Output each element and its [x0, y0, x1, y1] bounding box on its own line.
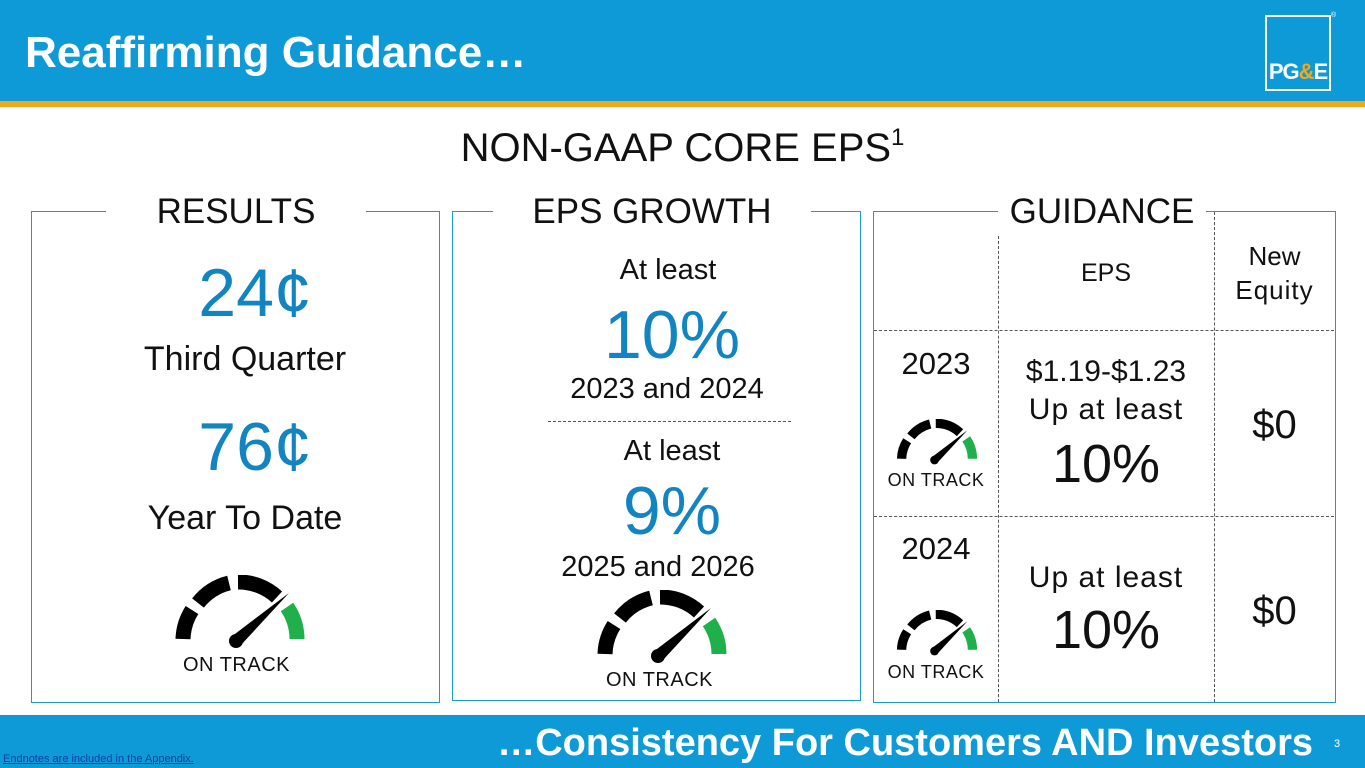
eps-growth-first-prefix: At least: [619, 254, 717, 286]
gauge-arc-left: [175, 605, 199, 640]
footer-bar: [0, 715, 1365, 768]
results-panel: RESULTS 24¢ Third Quarter 76¢ Year To Da…: [31, 192, 440, 703]
gauge-arc-upper-right: [935, 419, 964, 437]
gauge-arc-upper-left: [907, 610, 932, 631]
gauge-arc-green: [280, 602, 305, 640]
guidance-equity-column-header-line2: Equity: [1235, 275, 1314, 305]
pge-logo: PG&E: [1265, 15, 1331, 91]
footer-tagline: …Consistency For Customers AND Investors: [497, 722, 1313, 764]
guidance-row-2024-gauge-icon: [896, 610, 978, 656]
eps-growth-second-value: 9%: [622, 473, 722, 549]
gauge-arc-upper-right: [237, 575, 283, 603]
gauge-hub: [651, 649, 665, 663]
gauge-needle: [931, 430, 968, 463]
gauge-arc-left: [896, 438, 912, 460]
ytd-label: Year To Date: [147, 499, 343, 537]
eps-growth-second-period: 2025 and 2026: [561, 551, 755, 583]
guidance-panel-label: GUIDANCE: [998, 192, 1206, 232]
gauge-arc-upper-left: [614, 590, 654, 623]
gauge-arc-upper-right: [935, 610, 964, 628]
gauge-needle: [231, 593, 289, 645]
guidance-row-divider-1: [874, 330, 1334, 331]
eps-growth-divider: [548, 421, 791, 422]
gauge-arc-upper-left: [192, 575, 232, 608]
guidance-row-divider-2: [874, 516, 1334, 517]
eps-growth-status-label: ON TRACK: [606, 669, 713, 691]
guidance-eps-column-header: EPS: [1080, 259, 1132, 287]
guidance-row-2024-status: ON TRACK: [887, 662, 985, 682]
guidance-row-2024-equity: $0: [1252, 589, 1297, 633]
endnotes-link[interactable]: Endnotes are included in the Appendix.: [3, 753, 194, 765]
gauge-arc-green: [962, 436, 978, 460]
gauge-hub: [930, 455, 939, 465]
eps-growth-gauge-icon: [597, 590, 727, 663]
header-bar: [0, 0, 1365, 101]
results-panel-label: RESULTS: [106, 192, 366, 232]
slide-title: Reaffirming Guidance…: [25, 28, 527, 77]
third-quarter-label: Third Quarter: [143, 340, 347, 378]
eps-growth-first-value: 10%: [603, 297, 741, 373]
gauge-needle: [931, 621, 968, 654]
gauge-arc-left: [896, 629, 912, 651]
guidance-row-2024-year: 2024: [901, 531, 971, 566]
gauge-hub: [930, 646, 939, 656]
eps-growth-first-period: 2023 and 2024: [570, 373, 764, 405]
gauge-arc-left: [597, 620, 621, 655]
registered-mark: ®: [1331, 12, 1337, 19]
gauge-hub: [229, 634, 243, 648]
header-accent-stripe: [0, 101, 1365, 107]
guidance-row-2024-eps-prefix: Up at least: [1028, 561, 1184, 594]
subtitle-text: NON-GAAP CORE EPS: [460, 126, 892, 170]
gauge-arc-green: [962, 627, 978, 651]
guidance-row-2023-eps-value: 10%: [1051, 434, 1161, 494]
third-quarter-eps-value: 24¢: [198, 255, 312, 331]
guidance-panel: GUIDANCE EPS New Equity 2023 ON TRACK $1…: [873, 192, 1336, 703]
subtitle-footnote-ref: 1: [891, 124, 905, 151]
guidance-row-2023-year: 2023: [901, 346, 971, 381]
results-gauge-icon: [175, 575, 305, 648]
results-status-label: ON TRACK: [183, 654, 290, 676]
guidance-col-divider-2: [1214, 212, 1215, 702]
gauge-arc-green: [702, 617, 727, 655]
guidance-equity-column-header-line1: New: [1248, 241, 1301, 271]
guidance-row-2023-eps-range: $1.19-$1.23: [1025, 355, 1187, 388]
eps-growth-panel: EPS GROWTH At least 10% 2023 and 2024 At…: [452, 192, 861, 701]
guidance-row-2023-gauge-icon: [896, 419, 978, 465]
logo-suffix: E: [1313, 59, 1329, 84]
guidance-col-divider-1: [998, 236, 999, 702]
guidance-row-2023-status: ON TRACK: [887, 470, 985, 490]
gauge-needle: [653, 608, 711, 660]
eps-growth-panel-label: EPS GROWTH: [493, 192, 811, 232]
gauge-arc-upper-left: [907, 419, 932, 440]
section-subtitle: NON-GAAP CORE EPS1: [0, 124, 1365, 171]
ytd-eps-value: 76¢: [198, 409, 312, 485]
gauge-arc-upper-right: [659, 590, 705, 618]
page-number: 3: [1334, 738, 1341, 750]
eps-growth-second-prefix: At least: [623, 435, 721, 467]
guidance-row-2023-equity: $0: [1252, 403, 1297, 447]
guidance-row-2024-eps-value: 10%: [1051, 600, 1161, 660]
logo-amp: &: [1298, 59, 1315, 84]
logo-prefix: PG: [1268, 59, 1300, 84]
guidance-row-2023-eps-prefix: Up at least: [1028, 393, 1184, 426]
